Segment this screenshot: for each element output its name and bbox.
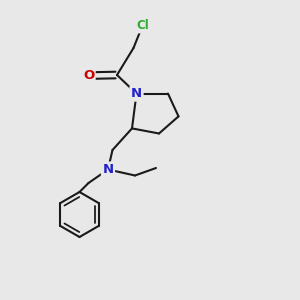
Text: Cl: Cl [136, 19, 149, 32]
Text: O: O [83, 69, 94, 82]
Text: N: N [131, 87, 142, 100]
Text: N: N [102, 163, 114, 176]
